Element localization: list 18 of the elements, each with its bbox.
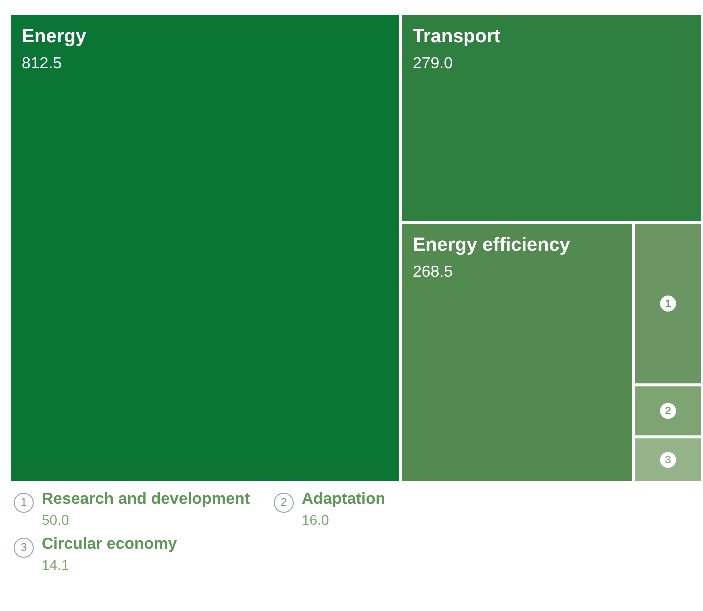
text: 2	[665, 406, 672, 418]
category-label: Circular economy	[42, 536, 178, 554]
data-label: 50.0	[42, 512, 70, 528]
category-label: Energy	[22, 26, 87, 48]
data-label: 14.1	[42, 557, 70, 573]
category-label: Transport	[412, 26, 502, 48]
text: 1	[20, 497, 28, 509]
data-label: 279.0	[412, 55, 454, 72]
text: 1	[665, 298, 672, 310]
text: 2	[280, 497, 288, 509]
text: 3	[665, 454, 672, 467]
category-label: Adaptation	[302, 491, 386, 509]
data-label: 812.5	[22, 55, 62, 72]
data-label: 268.5	[412, 264, 454, 281]
category-label: Research and development	[42, 491, 250, 509]
data-label: 16.0	[302, 512, 330, 528]
text: 3	[20, 542, 28, 554]
category-label: Energy efficiency	[412, 235, 571, 256]
